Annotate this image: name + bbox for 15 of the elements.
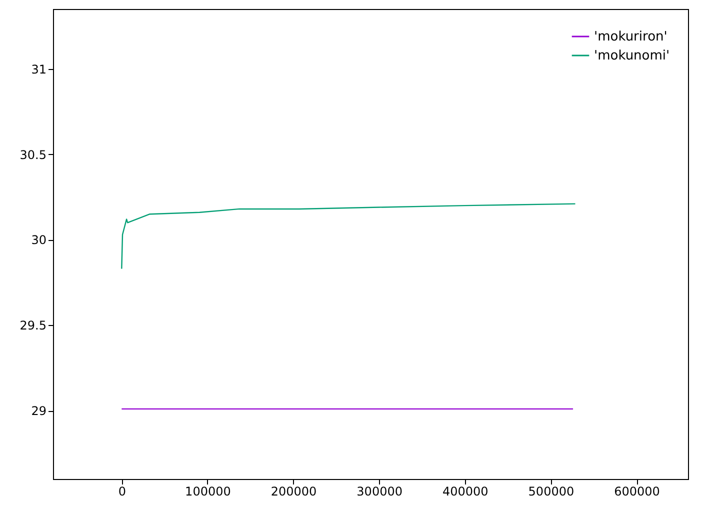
legend-label: 'mokunomi': [594, 48, 670, 64]
y-tick-label: 29.5: [20, 318, 46, 333]
y-tick-label: 30.5: [20, 148, 46, 162]
x-tick-label: 600000: [614, 484, 660, 498]
legend-label: 'mokuriron': [594, 30, 668, 44]
x-tick-label: 100000: [185, 484, 231, 498]
y-tick-label: 31: [31, 62, 46, 76]
x-tick-label: 500000: [528, 484, 574, 498]
line-series: [121, 203, 576, 270]
x-tick-label: 400000: [442, 484, 488, 498]
y-tick-label: 30: [31, 233, 46, 248]
x-tick-label: 0: [118, 484, 126, 498]
x-tick-label: 300000: [356, 484, 402, 498]
x-tick-label: 200000: [270, 484, 317, 498]
y-tick-label: 29: [31, 404, 46, 418]
